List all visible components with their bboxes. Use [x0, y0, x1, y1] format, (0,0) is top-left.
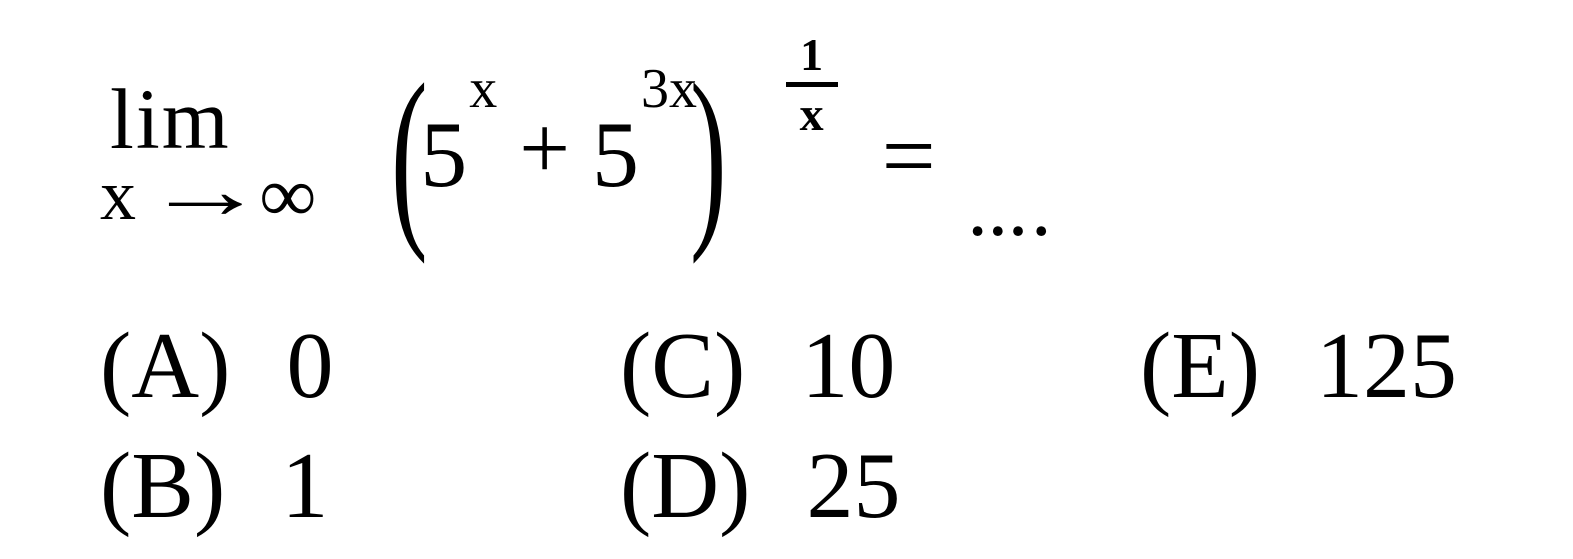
option-d-label: (D)	[620, 432, 751, 540]
limit-var: x	[100, 159, 136, 231]
option-d[interactable]: (D) 25	[620, 432, 1140, 540]
option-c[interactable]: (C) 10	[620, 312, 1140, 420]
option-b[interactable]: (B) 1	[100, 432, 620, 540]
outer-exp-denominator: x	[800, 91, 824, 139]
limit-operator: lim x → ∞	[100, 76, 316, 234]
left-paren-icon: (	[391, 80, 428, 230]
limit-subscript: x → ∞	[100, 156, 316, 234]
term1-exponent: x	[469, 57, 497, 121]
outer-exponent: 1 x	[786, 32, 838, 139]
parenthesis-group: ( 5 x + 5 3x ) 1 x	[376, 80, 742, 230]
term-1: 5 x	[420, 101, 497, 209]
option-e-value: 125	[1316, 312, 1457, 420]
option-d-value: 25	[807, 432, 901, 540]
limit-to: ∞	[260, 156, 316, 234]
right-paren-icon: )	[690, 80, 727, 230]
plus-sign: +	[519, 97, 570, 200]
term2-base: 5	[592, 101, 639, 209]
answer-options: (A) 0 (C) 10 (E) 125 (B) 1 (D) 25	[100, 306, 1513, 546]
outer-exp-numerator: 1	[800, 32, 823, 78]
math-question: lim x → ∞ ( 5 x + 5 3x )	[0, 0, 1573, 559]
option-e[interactable]: (E) 125	[1140, 312, 1573, 420]
option-a-value: 0	[287, 312, 334, 420]
option-b-value: 1	[281, 432, 328, 540]
term2-exponent: 3x	[641, 57, 697, 121]
sum-expression: 5 x + 5 3x	[420, 101, 697, 209]
option-c-label: (C)	[620, 312, 745, 420]
fraction-bar-icon	[786, 82, 838, 87]
option-b-label: (B)	[100, 432, 225, 540]
term-2: 5 3x	[592, 101, 697, 209]
arrow-icon: →	[144, 166, 267, 215]
expression-row: lim x → ∞ ( 5 x + 5 3x )	[100, 30, 1513, 280]
option-e-label: (E)	[1140, 312, 1260, 420]
option-c-value: 10	[801, 312, 895, 420]
equals-sign: =	[882, 100, 936, 211]
option-a[interactable]: (A) 0	[100, 312, 620, 420]
option-a-label: (A)	[100, 312, 231, 420]
answer-blank: ….	[968, 181, 1055, 250]
